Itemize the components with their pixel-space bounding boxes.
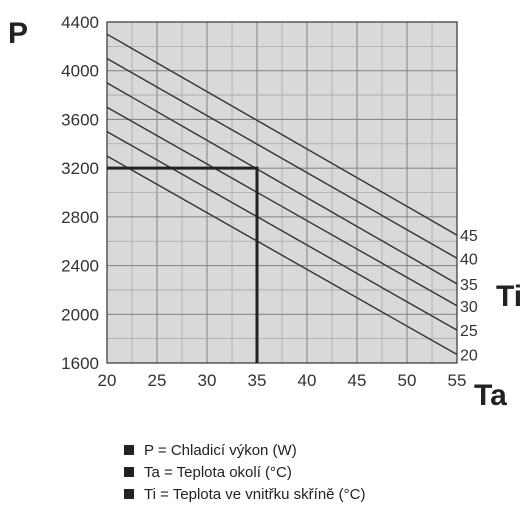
- series-lines: [106, 33, 458, 356]
- x-tick-label: 30: [198, 371, 217, 390]
- legend-item: Ti = Teplota ve vnitřku skříně (°C): [124, 483, 366, 505]
- y-tick-label: 3200: [61, 159, 99, 178]
- x-tick-label: 55: [448, 371, 467, 390]
- cooling-performance-chart: 1600 2000 2400 2800 3200 3600 4000 4400 20 25 30 3…: [8, 13, 522, 412]
- legend-item: P = Chladicí výkon (W): [124, 439, 366, 461]
- x-tick-label: 35: [248, 371, 267, 390]
- series-line-ti-40: [106, 57, 458, 259]
- reference-path: [107, 166, 259, 363]
- y-tick-label: 2800: [61, 208, 99, 227]
- legend-marker: [124, 489, 134, 499]
- x-tick-label: 50: [398, 371, 417, 390]
- series-label-ti-45: 45: [460, 228, 478, 245]
- y-tick-label: 3600: [61, 110, 99, 129]
- series-line-ti-45: [106, 33, 458, 236]
- y-tick-label: 2400: [61, 257, 99, 276]
- y-axis-label: P: [8, 17, 28, 50]
- y-tick-label: 1600: [61, 354, 99, 373]
- series-line-ti-35: [106, 82, 458, 285]
- x-tick-labels: 20 25 30 35 40 45 50 55: [98, 371, 467, 390]
- legend-item-label: Ta = Teplota okolí (°C): [144, 463, 292, 481]
- series-label-ti-20: 20: [460, 347, 478, 364]
- plot-border: [106, 21, 458, 364]
- x-axis-label: Ta: [474, 379, 507, 412]
- legend-marker: [124, 445, 134, 455]
- y-tick-label: 4000: [61, 62, 99, 81]
- series-axis-label: Ti: [496, 280, 522, 313]
- legend-item-label: P = Chladicí výkon (W): [144, 441, 297, 459]
- x-tick-label: 20: [98, 371, 117, 390]
- series-labels: 45 40 35 30 25 20: [460, 228, 478, 364]
- series-line-ti-20: [106, 155, 458, 356]
- series-label-ti-35: 35: [460, 277, 478, 294]
- series-line-ti-25: [106, 130, 458, 331]
- x-tick-label: 40: [298, 371, 317, 390]
- legend-item: Ta = Teplota okolí (°C): [124, 461, 366, 483]
- legend-item-label: Ti = Teplota ve vnitřku skříně (°C): [144, 485, 366, 503]
- series-label-ti-40: 40: [460, 251, 478, 268]
- x-tick-label: 45: [348, 371, 367, 390]
- series-label-ti-30: 30: [460, 299, 478, 316]
- y-tick-label: 4400: [61, 13, 99, 32]
- series-label-ti-25: 25: [460, 323, 478, 340]
- y-tick-label: 2000: [61, 305, 99, 324]
- y-tick-labels: 1600 2000 2400 2800 3200 3600 4000 4400: [61, 13, 99, 373]
- legend-marker: [124, 467, 134, 477]
- x-tick-label: 25: [148, 371, 167, 390]
- legend: P = Chladicí výkon (W) Ta = Teplota okol…: [124, 439, 366, 505]
- series-line-ti-30: [106, 106, 458, 307]
